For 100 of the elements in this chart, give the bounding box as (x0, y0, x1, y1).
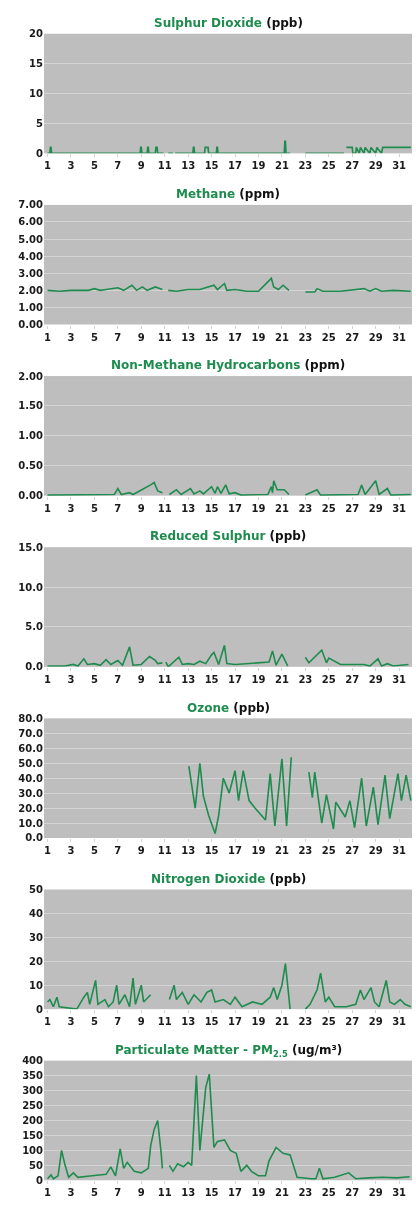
x-tick-label: 25 (321, 673, 336, 685)
x-tick-label: 3 (67, 331, 75, 343)
x-tick-label: 17 (228, 1016, 243, 1028)
y-tick-label: 200 (22, 1114, 44, 1126)
x-tick-label: 11 (157, 673, 172, 685)
x-tick-label: 13 (181, 1187, 196, 1199)
y-tick-label: 20 (29, 955, 44, 967)
y-tick-label: 15 (29, 58, 44, 70)
x-tick-label: 1 (44, 844, 52, 856)
x-tick-label: 31 (392, 1187, 407, 1199)
x-tick-label: 27 (345, 331, 360, 343)
x-tick-label: 25 (321, 1016, 336, 1028)
y-tick-label: 6.00 (18, 216, 44, 228)
x-tick-label: 27 (345, 844, 360, 856)
x-tick-label: 27 (345, 160, 360, 172)
x-tick-label: 1 (44, 502, 52, 514)
x-tick-label: 3 (67, 1016, 75, 1028)
x-tick-label: 23 (298, 1016, 313, 1028)
x-tick-label: 13 (181, 160, 196, 172)
x-tick-label: 7 (114, 1187, 122, 1199)
y-tick-label: 60.0 (18, 742, 44, 754)
x-tick-label: 25 (321, 160, 336, 172)
x-tick-label: 3 (67, 1187, 75, 1199)
x-tick-label: 15 (204, 673, 219, 685)
x-tick-label: 29 (368, 331, 383, 343)
x-tick-label: 25 (321, 1187, 336, 1199)
x-tick-label: 31 (392, 331, 407, 343)
x-tick-label: 21 (274, 160, 289, 172)
x-tick-label: 19 (251, 673, 266, 685)
y-tick-label: 0 (36, 147, 44, 159)
x-tick-label: 29 (368, 502, 383, 514)
x-tick-label: 3 (67, 502, 75, 514)
x-tick-label: 31 (392, 160, 407, 172)
y-tick-label: 0.00 (18, 319, 44, 331)
y-tick-label: 1.50 (18, 400, 44, 412)
y-tick-label: 3.00 (18, 267, 44, 279)
x-tick-label: 23 (298, 1187, 313, 1199)
x-tick-label: 15 (204, 1016, 219, 1028)
x-tick-label: 17 (228, 673, 243, 685)
y-tick-label: 80.0 (18, 712, 44, 724)
x-tick-label: 15 (204, 160, 219, 172)
x-tick-label: 25 (321, 502, 336, 514)
x-tick-label: 25 (321, 844, 336, 856)
y-tick-label: 0.00 (18, 490, 44, 502)
x-tick-label: 13 (181, 331, 196, 343)
x-tick-label: 21 (274, 331, 289, 343)
x-tick-label: 23 (298, 502, 313, 514)
x-tick-label: 7 (114, 160, 122, 172)
x-tick-label: 3 (67, 160, 75, 172)
x-tick-label: 17 (228, 1187, 243, 1199)
y-tick-label: 400 (22, 1055, 44, 1067)
x-tick-label: 27 (345, 673, 360, 685)
x-tick-label: 27 (345, 502, 360, 514)
x-tick-label: 9 (137, 673, 145, 685)
y-tick-label: 15.0 (18, 541, 44, 553)
y-tick-label: 100 (22, 1144, 44, 1156)
chart-title: Reduced Sulphur (ppb) (150, 529, 307, 543)
x-tick-label: 9 (137, 844, 145, 856)
y-tick-label: 20.0 (18, 802, 44, 814)
x-tick-label: 25 (321, 331, 336, 343)
x-tick-label: 5 (90, 844, 98, 856)
x-tick-label: 17 (228, 502, 243, 514)
x-tick-label: 29 (368, 844, 383, 856)
x-tick-label: 29 (368, 673, 383, 685)
x-tick-label: 5 (90, 1187, 98, 1199)
y-tick-label: 10 (29, 979, 44, 991)
y-tick-label: 1.00 (18, 430, 44, 442)
x-tick-label: 31 (392, 1016, 407, 1028)
y-tick-label: 10 (29, 88, 44, 100)
x-tick-label: 19 (251, 1016, 266, 1028)
x-tick-label: 31 (392, 502, 407, 514)
x-tick-label: 21 (274, 844, 289, 856)
x-tick-label: 29 (368, 160, 383, 172)
x-tick-label: 27 (345, 1016, 360, 1028)
x-tick-label: 7 (114, 673, 122, 685)
x-tick-label: 31 (392, 673, 407, 685)
x-tick-label: 29 (368, 1016, 383, 1028)
x-tick-label: 5 (90, 673, 98, 685)
x-tick-label: 21 (274, 1187, 289, 1199)
y-tick-label: 40.0 (18, 772, 44, 784)
y-tick-label: 20 (29, 28, 44, 40)
y-tick-label: 2.00 (18, 284, 44, 296)
x-tick-label: 11 (157, 160, 172, 172)
y-tick-label: 1.00 (18, 301, 44, 313)
chart-title: Sulphur Dioxide (ppb) (154, 16, 303, 30)
x-tick-label: 9 (137, 160, 145, 172)
x-tick-label: 13 (181, 844, 196, 856)
x-tick-label: 9 (137, 1187, 145, 1199)
y-tick-label: 5.00 (18, 233, 44, 245)
y-tick-label: 4.00 (18, 250, 44, 262)
y-tick-label: 50 (29, 1159, 44, 1171)
chart-title: Methane (ppm) (176, 187, 280, 201)
x-tick-label: 1 (44, 1016, 52, 1028)
x-tick-label: 9 (137, 1016, 145, 1028)
x-tick-label: 17 (228, 160, 243, 172)
x-tick-label: 11 (157, 1016, 172, 1028)
x-tick-label: 1 (44, 673, 52, 685)
x-tick-label: 7 (114, 331, 122, 343)
y-tick-label: 10.0 (18, 817, 44, 829)
x-tick-label: 1 (44, 331, 52, 343)
